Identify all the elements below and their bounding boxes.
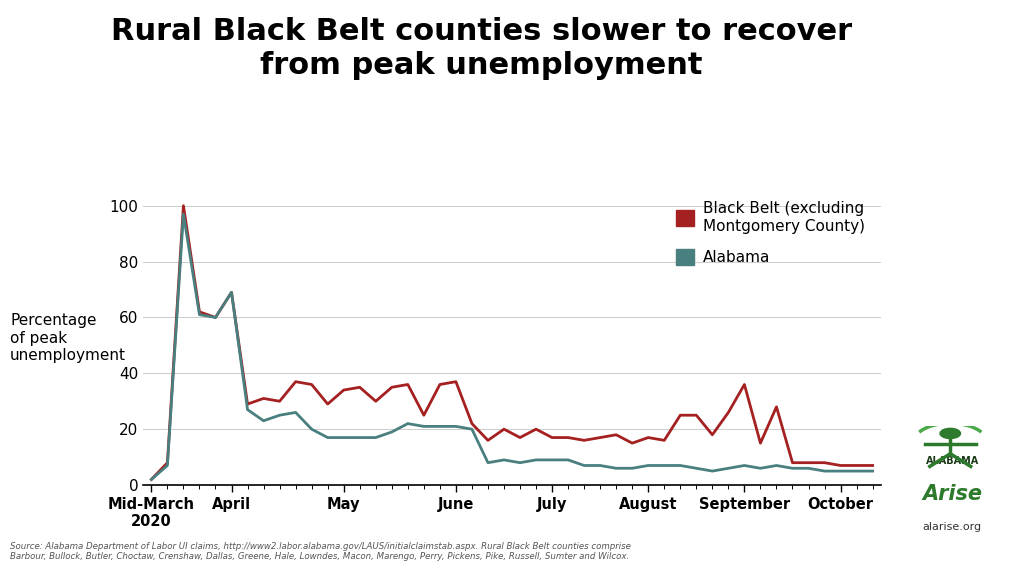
Text: Rural Black Belt counties slower to recover
from peak unemployment: Rural Black Belt counties slower to reco…	[111, 17, 852, 80]
Text: Source: Alabama Department of Labor UI claims, http://www2.labor.alabama.gov/LAU: Source: Alabama Department of Labor UI c…	[10, 542, 631, 561]
Text: Percentage
of peak
unemployment: Percentage of peak unemployment	[10, 314, 126, 363]
Legend: Black Belt (excluding
Montgomery County), Alabama: Black Belt (excluding Montgomery County)…	[669, 193, 873, 272]
Text: Arise: Arise	[923, 484, 982, 504]
Text: ALABAMA: ALABAMA	[926, 456, 979, 466]
Text: alarise.org: alarise.org	[923, 522, 982, 532]
Circle shape	[940, 429, 961, 439]
